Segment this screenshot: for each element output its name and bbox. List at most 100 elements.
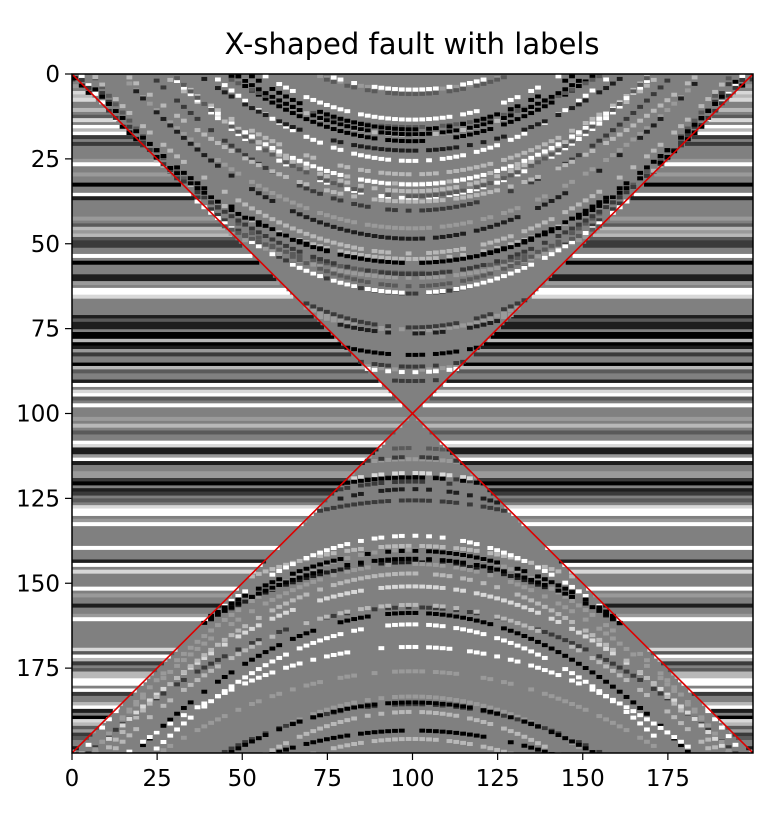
curved-event [603, 111, 609, 116]
curved-event [712, 99, 718, 104]
curved-event [507, 97, 514, 102]
reflector-right [749, 77, 753, 82]
curved-event [269, 86, 276, 91]
reflector-left [72, 277, 277, 282]
curved-event [412, 602, 419, 607]
curved-event [398, 498, 405, 503]
curved-event [392, 260, 398, 265]
curved-event [364, 280, 371, 285]
curved-event [569, 134, 575, 139]
curved-event [609, 651, 616, 656]
curved-event [398, 533, 405, 538]
curved-event [358, 588, 364, 593]
curved-event [473, 702, 480, 707]
curved-event [541, 726, 548, 731]
reflector-left [72, 491, 335, 496]
curved-event [330, 735, 337, 740]
reflector-right [667, 158, 753, 163]
curved-event [473, 165, 480, 170]
reflector-right [681, 681, 753, 686]
curved-event [548, 580, 555, 585]
curved-event [678, 692, 684, 697]
curved-event [446, 223, 453, 228]
curved-event [623, 728, 630, 733]
curved-event [255, 641, 262, 646]
curved-event [351, 479, 358, 484]
curved-event [405, 172, 412, 177]
curved-event [269, 245, 276, 250]
curved-event [398, 669, 405, 674]
curved-event [623, 646, 630, 651]
curved-event [276, 604, 283, 609]
reflector-right [650, 651, 753, 656]
curved-event [426, 126, 432, 131]
curved-event [555, 601, 562, 606]
curved-event [419, 124, 426, 129]
curved-event [412, 370, 419, 375]
curved-event [412, 272, 419, 277]
curved-event [378, 488, 385, 493]
reflector-left [72, 681, 144, 686]
reflector-right [698, 128, 753, 133]
curved-event [262, 663, 269, 668]
reflector-right [477, 348, 753, 353]
curved-event [460, 221, 466, 226]
curved-event [569, 236, 575, 241]
curved-event [351, 151, 358, 156]
curved-event [385, 198, 392, 203]
curved-event [521, 254, 528, 259]
curved-event [310, 304, 317, 309]
curved-event [453, 222, 460, 227]
curved-event [201, 689, 208, 694]
curved-event [187, 110, 194, 115]
curved-event [392, 236, 398, 241]
curved-event [276, 629, 283, 634]
curved-event [378, 729, 385, 734]
curved-event [705, 109, 712, 114]
curved-event [344, 320, 351, 325]
curved-event [344, 733, 351, 738]
curved-event [276, 142, 283, 147]
curved-event [603, 694, 609, 699]
curved-event [385, 572, 392, 577]
curved-event [535, 254, 541, 259]
curved-event [473, 324, 480, 329]
curved-event [323, 188, 330, 193]
curved-event [569, 87, 575, 92]
reflector-right [429, 430, 753, 435]
curved-event [541, 119, 548, 124]
curved-event [392, 622, 398, 627]
curved-event [194, 199, 201, 204]
curved-event [637, 135, 644, 140]
reflector-left [72, 393, 393, 398]
curved-event [392, 584, 398, 589]
curved-event [439, 729, 446, 734]
curved-event [466, 201, 473, 206]
reflector-right [599, 226, 753, 231]
curved-event [528, 97, 535, 102]
reflector-left [72, 192, 192, 197]
curved-event [480, 147, 487, 152]
reflector-left [72, 135, 134, 140]
curved-event [616, 132, 623, 137]
curved-event [344, 579, 351, 584]
curved-event [371, 350, 378, 355]
curved-event [419, 457, 426, 462]
curved-event [446, 697, 453, 702]
curved-event [344, 618, 351, 623]
curved-event [569, 644, 575, 649]
curved-event [453, 232, 460, 237]
curved-event [385, 207, 392, 212]
curved-event [364, 154, 371, 159]
curved-event [466, 476, 473, 481]
curved-event [460, 615, 466, 620]
curved-event [419, 325, 426, 330]
curved-event [255, 163, 262, 168]
curved-event [405, 325, 412, 330]
curved-event [596, 605, 603, 610]
reflector-right [572, 253, 753, 258]
curved-event [473, 149, 480, 154]
curved-event [487, 271, 494, 276]
curved-event [446, 281, 453, 286]
curved-event [466, 554, 473, 559]
